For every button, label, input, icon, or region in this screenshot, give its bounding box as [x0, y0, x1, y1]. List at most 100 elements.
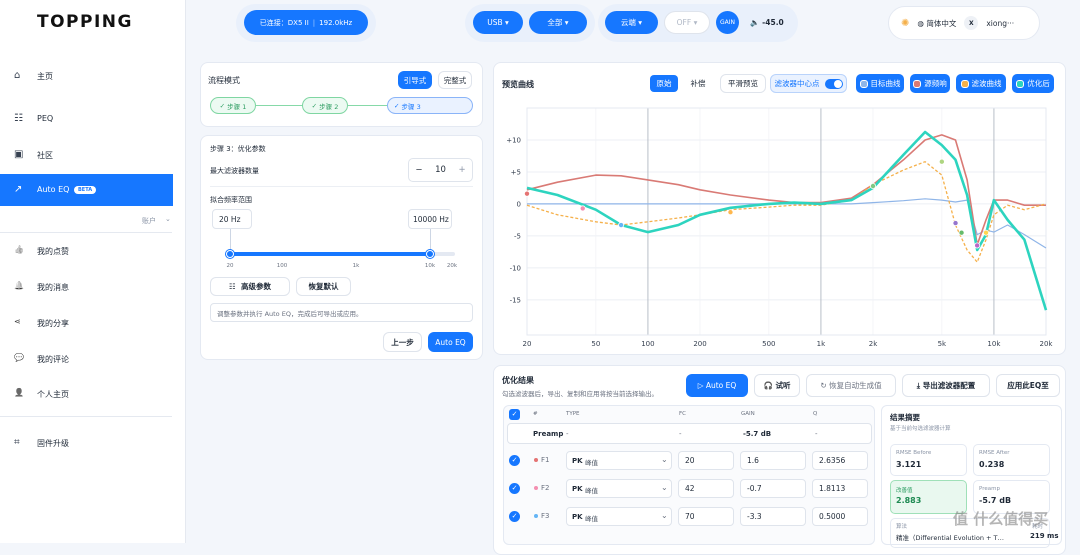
smooth-button[interactable]: 平滑预览 — [720, 74, 766, 93]
stepper-value[interactable]: 10 — [435, 165, 446, 175]
type-code: PK — [572, 485, 583, 493]
guide-line — [430, 229, 431, 251]
mode-button[interactable]: 引导式 — [398, 71, 432, 89]
reset-button[interactable]: 恢复默认 — [296, 277, 351, 296]
increment[interactable]: + — [458, 165, 466, 175]
view-mode[interactable]: 补偿 — [690, 79, 706, 88]
time-label: 耗时 — [1032, 524, 1044, 530]
advanced-label: 高级参数 — [240, 282, 271, 291]
decrement[interactable]: − — [415, 165, 423, 175]
value-input[interactable]: 20 — [678, 451, 734, 470]
legend-dot — [859, 79, 868, 88]
nav-item[interactable]: PEQ — [37, 114, 54, 123]
y-tick-label: 0 — [517, 200, 521, 208]
avatar[interactable]: X — [964, 16, 979, 30]
legend-item[interactable]: 源频响 — [910, 74, 950, 93]
slider-range — [230, 252, 430, 256]
nav-item[interactable]: 主页 — [37, 72, 53, 81]
nav-icon: ⌗ — [14, 437, 20, 448]
theme-icon[interactable]: ✺ — [901, 17, 910, 29]
nav-item[interactable]: 我的分享 — [37, 319, 69, 328]
step[interactable]: ✓ 步骤 3 — [387, 97, 473, 114]
connection-pill[interactable]: 已连接：DX5 II | 192.0kHz — [244, 10, 368, 35]
legend-item[interactable]: 优化后 — [1012, 74, 1054, 93]
nav-item[interactable]: 个人主页 — [37, 390, 69, 399]
volume[interactable]: 🔈 -45.0 — [750, 18, 784, 27]
filter-id: F2 — [541, 484, 550, 492]
gain-button[interactable]: GAIN — [716, 11, 739, 34]
value-input[interactable]: 42 — [678, 479, 734, 498]
legend-item[interactable]: 滤波曲线 — [956, 74, 1006, 93]
type-code: PK — [572, 513, 583, 521]
language[interactable]: ◍ 简体中文 — [917, 18, 957, 28]
type-select[interactable]: PK 峰值 ⌄ — [566, 507, 672, 526]
filter-center — [727, 209, 734, 216]
plot-frame — [526, 107, 1047, 336]
nav-item[interactable]: 我的评论 — [37, 355, 69, 364]
slider-handle[interactable] — [226, 250, 234, 258]
legend-dot — [1016, 79, 1025, 88]
legend-item[interactable]: 目标曲线 — [856, 74, 904, 93]
row-checkbox[interactable]: ✓ — [509, 511, 520, 522]
filter-id: F1 — [541, 456, 550, 464]
value-input[interactable]: 70 — [678, 507, 734, 526]
column-header: GAIN — [741, 411, 755, 417]
prev-button[interactable]: 上一步 — [383, 332, 422, 352]
centers-toggle[interactable]: 滤波器中心点 — [770, 74, 847, 93]
off-select[interactable]: OFF ▾ — [664, 11, 710, 34]
header-checkbox[interactable]: ✓ — [509, 409, 520, 420]
cloud-select[interactable]: 云端 ▾ — [605, 11, 658, 34]
value-input[interactable]: 1.6 — [740, 451, 806, 470]
legend-label: 优化后 — [1027, 79, 1050, 88]
nav-icon: ⋖ — [14, 317, 21, 326]
type-select[interactable]: PK 峰值 ⌄ — [566, 479, 672, 498]
action-label: Auto EQ — [705, 381, 737, 390]
switch-knob — [833, 79, 842, 88]
x-tick-label: 200 — [693, 340, 706, 348]
range-high[interactable]: 10000 Hz — [408, 209, 452, 229]
logo[interactable]: TOPPING — [37, 12, 133, 32]
action-button[interactable]: 应用此EQ至 — [996, 374, 1060, 397]
value-input[interactable]: 0.5000 — [812, 507, 868, 526]
column-header: # — [533, 411, 538, 417]
value-input[interactable]: 2.6356 — [812, 451, 868, 470]
action-label: 试听 — [775, 381, 791, 390]
step[interactable]: ✓ 步骤 2 — [302, 97, 348, 114]
action-button[interactable]: ↻ 恢复自动生成值 — [806, 374, 896, 397]
value-input[interactable]: -3.3 — [740, 507, 806, 526]
summary-subtitle: 基于当前勾选滤波器计算 — [890, 426, 951, 432]
action-button[interactable]: ⤓ 导出滤波器配置 — [902, 374, 990, 397]
preview-chart: +10 +5 0 -5 -10 -15 20 50 100 200 500 1k 2k 5k 10k 20k — [506, 107, 1053, 348]
row-checkbox[interactable]: ✓ — [509, 455, 520, 466]
step[interactable]: ✓ 步骤 1 — [210, 97, 256, 114]
action-button[interactable]: ▷ Auto EQ — [686, 374, 748, 397]
mode-button[interactable]: 完整式 — [438, 71, 472, 89]
action-button[interactable]: 🎧 试听 — [754, 374, 800, 397]
nav-icon: 🔔 — [14, 281, 24, 290]
row-checkbox[interactable]: ✓ — [509, 483, 520, 494]
beta-badge: BETA — [74, 186, 97, 194]
switch — [824, 78, 843, 89]
account-label[interactable]: 账户 — [142, 217, 156, 225]
advanced-button[interactable]: ☷ 高级参数 — [210, 277, 290, 296]
source-select[interactable]: USB ▾ — [473, 11, 523, 34]
type-select[interactable]: PK 峰值 ⌄ — [566, 451, 672, 470]
value-input[interactable]: 1.8113 — [812, 479, 868, 498]
run-button[interactable]: Auto EQ — [428, 332, 473, 352]
nav-item[interactable]: 社区 — [37, 151, 53, 160]
nav-item[interactable]: 我的点赞 — [37, 247, 69, 256]
metric-card — [890, 480, 967, 514]
slider-handle[interactable] — [426, 250, 434, 258]
sample-rate: 192.0kHz — [319, 18, 353, 27]
nav-item[interactable]: Auto EQ — [37, 185, 70, 194]
view-mode[interactable]: 原始 — [650, 75, 678, 92]
nav-item[interactable]: 我的消息 — [37, 283, 69, 292]
value-input[interactable]: -0.7 — [740, 479, 806, 498]
scope-select[interactable]: 全部 ▾ — [529, 11, 587, 34]
summary-title: 结果摘要 — [890, 413, 920, 422]
language-text: 简体中文 — [926, 18, 957, 28]
username[interactable]: xiong··· — [986, 18, 1015, 28]
field-label: 最大滤波器数量 — [210, 167, 259, 175]
nav-item[interactable]: 固件升级 — [37, 439, 69, 448]
range-low[interactable]: 20 Hz — [212, 209, 252, 229]
